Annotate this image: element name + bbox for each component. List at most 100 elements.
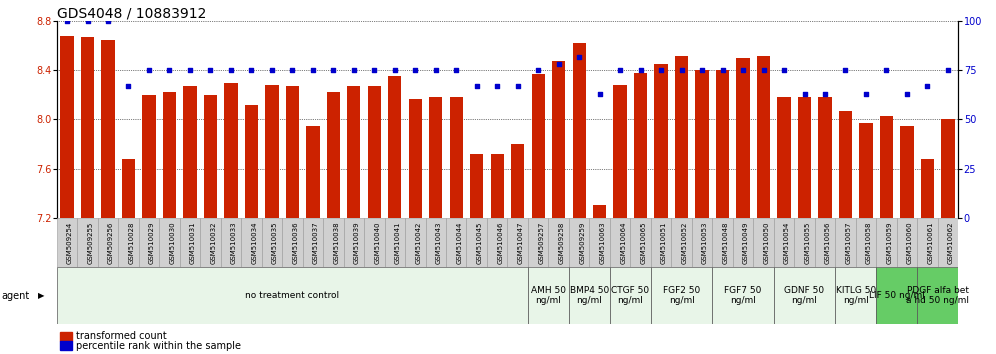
Bar	[204, 95, 217, 354]
Point	[530, 68, 546, 73]
Text: no treatment control: no treatment control	[245, 291, 340, 300]
Bar	[675, 56, 688, 354]
Bar	[614, 85, 626, 354]
Point	[59, 18, 75, 24]
Bar	[794, 218, 815, 267]
Point	[428, 68, 444, 73]
Point	[673, 68, 689, 73]
Bar	[777, 97, 791, 354]
Text: GSM509257: GSM509257	[538, 222, 544, 264]
Bar	[78, 218, 98, 267]
Point	[919, 83, 935, 89]
Bar	[511, 144, 524, 354]
Text: GSM510056: GSM510056	[825, 222, 831, 264]
Bar	[306, 126, 320, 354]
Point	[653, 68, 669, 73]
Text: GSM510037: GSM510037	[313, 222, 319, 264]
Bar	[365, 218, 384, 267]
Point	[100, 18, 116, 24]
Text: GSM510055: GSM510055	[805, 222, 811, 264]
Text: GSM510031: GSM510031	[190, 222, 196, 264]
Point	[121, 83, 136, 89]
Bar	[552, 61, 566, 354]
Bar	[610, 267, 650, 324]
Bar	[528, 267, 569, 324]
Text: KITLG 50
ng/ml: KITLG 50 ng/ml	[836, 286, 875, 305]
Point	[776, 68, 792, 73]
Bar	[241, 218, 262, 267]
Point	[223, 68, 239, 73]
Bar	[286, 86, 299, 354]
Text: GSM510058: GSM510058	[866, 222, 872, 264]
Bar	[736, 58, 750, 354]
Text: GSM510042: GSM510042	[415, 222, 421, 264]
Bar	[245, 105, 258, 354]
Point	[756, 68, 772, 73]
Point	[367, 68, 382, 73]
Point	[202, 68, 218, 73]
Text: GSM509259: GSM509259	[579, 222, 586, 264]
Text: GDNF 50
ng/ml: GDNF 50 ng/ml	[785, 286, 825, 305]
Text: GSM510029: GSM510029	[149, 222, 155, 264]
Text: GSM510051: GSM510051	[661, 222, 667, 264]
Bar	[654, 64, 667, 354]
Text: GSM509255: GSM509255	[88, 222, 94, 264]
Bar	[569, 267, 610, 324]
Point	[161, 68, 177, 73]
Point	[243, 68, 259, 73]
Point	[182, 68, 198, 73]
Text: GSM510034: GSM510034	[251, 222, 257, 264]
Text: GSM510032: GSM510032	[210, 222, 216, 264]
Point	[264, 68, 280, 73]
Bar	[532, 74, 545, 354]
Bar	[920, 159, 934, 354]
Bar	[573, 43, 586, 354]
Bar	[634, 73, 647, 354]
Point	[899, 91, 915, 97]
Bar	[122, 159, 135, 354]
Bar	[384, 218, 405, 267]
Point	[694, 68, 710, 73]
Bar	[798, 97, 811, 354]
Bar	[491, 154, 504, 354]
Bar	[344, 218, 365, 267]
Text: GSM510041: GSM510041	[394, 222, 400, 264]
Bar	[879, 116, 893, 354]
Bar	[348, 86, 361, 354]
Text: GSM509256: GSM509256	[108, 222, 114, 264]
Point	[80, 18, 96, 24]
Bar	[466, 218, 487, 267]
Bar	[876, 267, 917, 324]
Text: GSM510053: GSM510053	[702, 222, 708, 264]
Bar	[200, 218, 221, 267]
Bar	[138, 218, 159, 267]
Text: GSM510036: GSM510036	[293, 222, 299, 264]
Bar	[528, 218, 549, 267]
Point	[613, 68, 628, 73]
Bar	[917, 267, 958, 324]
Text: CTGF 50
ng/ml: CTGF 50 ng/ml	[612, 286, 649, 305]
Bar	[162, 92, 176, 354]
Bar	[712, 218, 733, 267]
Bar	[774, 218, 794, 267]
Point	[469, 83, 485, 89]
Bar	[98, 218, 119, 267]
Text: agent: agent	[1, 291, 29, 301]
Bar	[839, 111, 853, 354]
Bar	[630, 218, 650, 267]
Bar	[425, 218, 446, 267]
Bar	[860, 123, 872, 354]
Bar	[388, 76, 401, 354]
Text: GSM510059: GSM510059	[886, 222, 892, 264]
Text: GSM510040: GSM510040	[374, 222, 380, 264]
Point	[571, 54, 587, 59]
Text: LIF 50 ng/ml: LIF 50 ng/ml	[869, 291, 924, 300]
Text: GSM510033: GSM510033	[231, 222, 237, 264]
Text: GSM510030: GSM510030	[169, 222, 175, 264]
Bar	[446, 218, 466, 267]
Text: GSM510063: GSM510063	[600, 222, 606, 264]
Bar	[917, 218, 937, 267]
Point	[858, 91, 873, 97]
Text: GSM510046: GSM510046	[497, 222, 503, 264]
Bar	[405, 218, 425, 267]
